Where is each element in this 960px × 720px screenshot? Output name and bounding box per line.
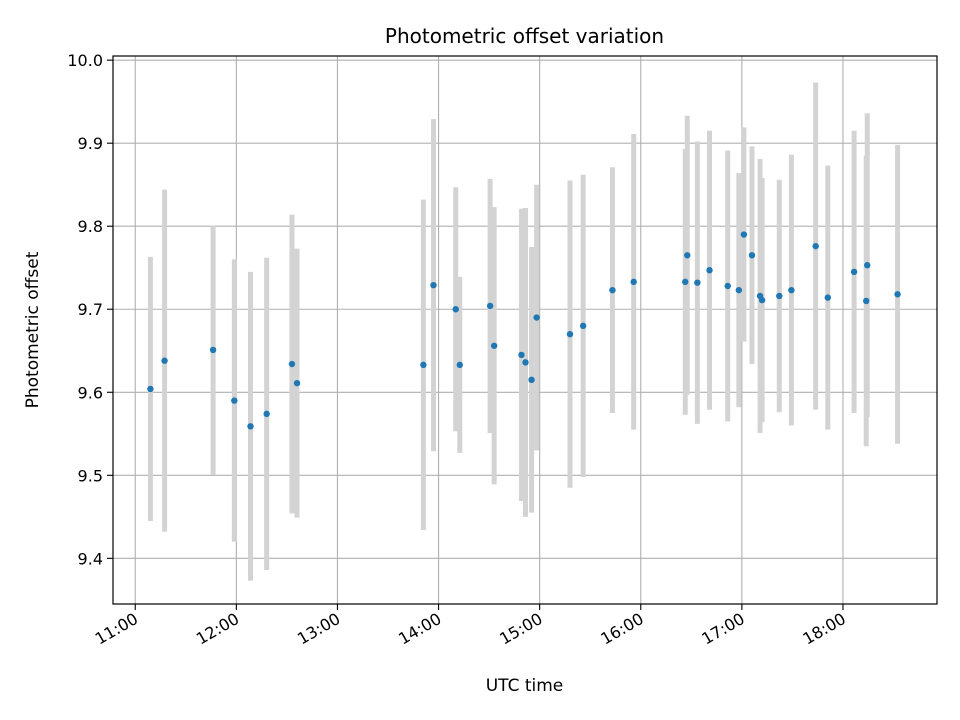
- data-point: [812, 242, 819, 250]
- y-tick-label: 10.0: [67, 51, 103, 70]
- data-point: [247, 423, 254, 430]
- data-point: [161, 357, 168, 364]
- data-point: [490, 342, 498, 349]
- data-point: [452, 306, 459, 313]
- data-point: [850, 268, 858, 276]
- data-point: [456, 361, 463, 369]
- x-axis-label: UTC time: [486, 676, 564, 696]
- data-point: [776, 292, 783, 300]
- data-point: [486, 302, 494, 310]
- data-point: [894, 291, 901, 298]
- plot-frame: [112, 55, 938, 605]
- data-point: [748, 252, 756, 259]
- data-point: [724, 282, 731, 290]
- data-point: [147, 385, 154, 393]
- y-axis-label: Photometric offset: [23, 251, 43, 408]
- data-point: [682, 278, 689, 286]
- data-point: [758, 296, 766, 304]
- data-point: [293, 379, 301, 387]
- data-point: [694, 279, 701, 286]
- y-tick-label: 9.6: [78, 383, 103, 402]
- data-point: [706, 267, 713, 274]
- data-point: [288, 360, 296, 368]
- data-point: [630, 278, 637, 286]
- data-point: [579, 322, 587, 330]
- data-point: [863, 297, 870, 305]
- data-point: [209, 346, 217, 354]
- data-point: [609, 286, 616, 294]
- data-point: [518, 351, 525, 359]
- data-point: [420, 361, 427, 369]
- data-point: [231, 397, 238, 404]
- data-point: [430, 281, 437, 289]
- y-tick-label: 9.5: [78, 466, 103, 485]
- y-tick-label: 9.4: [78, 549, 103, 568]
- y-axis-ticks: 9.4 9.5 9.6 9.7 9.8 9.9 10.0: [67, 51, 113, 568]
- y-tick-label: 9.9: [78, 134, 103, 153]
- y-tick-label: 9.7: [78, 300, 103, 319]
- data-point: [824, 294, 832, 301]
- data-point: [735, 286, 743, 294]
- data-point: [740, 231, 748, 238]
- data-point: [566, 330, 574, 338]
- data-point: [684, 252, 691, 259]
- data-point: [522, 359, 529, 366]
- data-points: [147, 231, 901, 430]
- data-point: [528, 376, 535, 384]
- data-point: [263, 410, 270, 418]
- chart-title: Photometric offset variation: [385, 24, 664, 48]
- data-point: [533, 314, 540, 321]
- data-point: [864, 262, 871, 269]
- y-tick-label: 9.8: [78, 217, 103, 236]
- data-point: [788, 286, 795, 294]
